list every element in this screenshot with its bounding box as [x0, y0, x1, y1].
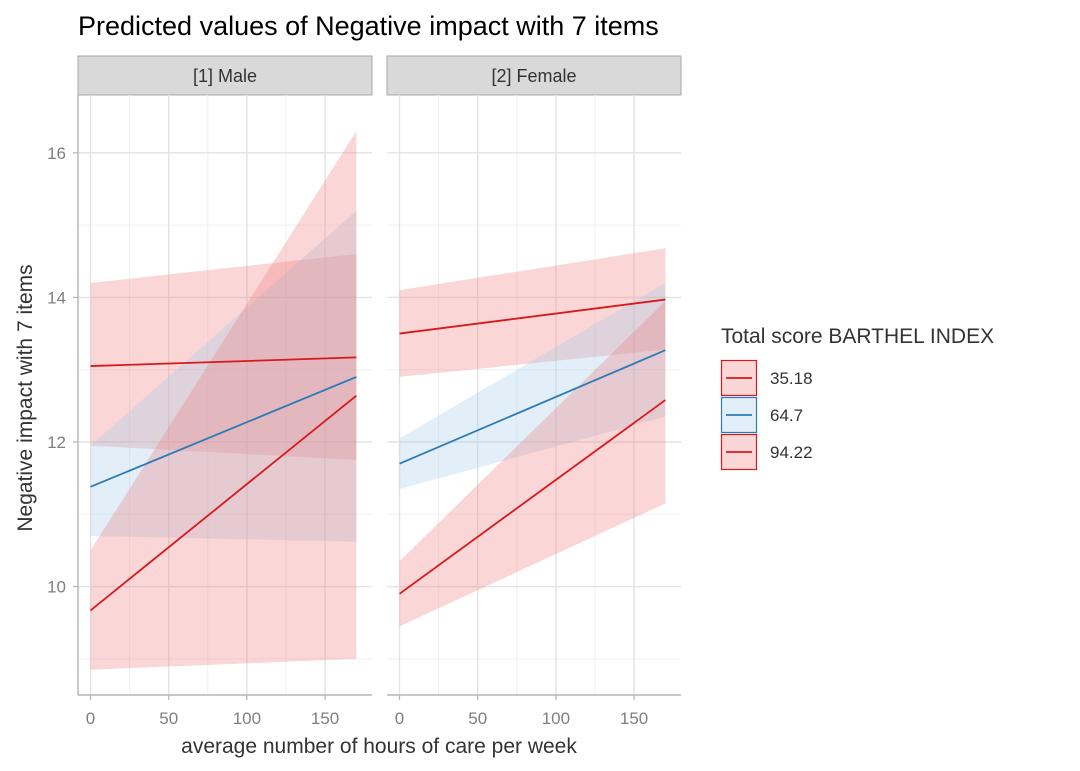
series-line-94-22	[89, 395, 357, 612]
confidence-band-35-18	[399, 248, 666, 377]
legend-item: 64.7	[720, 396, 803, 434]
panel-1: [1] Male 0 50 100 150 10 12 14 16	[47, 55, 373, 728]
y-tick-label: 14	[47, 288, 66, 307]
y-tick-label: 10	[47, 578, 66, 597]
facet-label: [1] Male	[193, 66, 257, 86]
x-tick-label: 50	[468, 709, 487, 728]
series-line-94-22	[398, 399, 666, 595]
series-line-35-18	[399, 298, 666, 335]
series-line-64-7	[90, 376, 357, 488]
legend-label: 64.7	[770, 406, 803, 425]
legend-label: 35.18	[770, 369, 813, 388]
legend-item: 94.22	[720, 433, 813, 471]
legend: 35.18 64.7 94.22	[720, 359, 813, 471]
x-tick-label: 100	[542, 709, 570, 728]
x-tick-label: 0	[395, 709, 404, 728]
confidence-band-64-7	[399, 282, 666, 489]
x-tick-label: 150	[311, 709, 339, 728]
panel-2: [2] Female 0 50 100 150	[386, 55, 682, 728]
y-tick-label: 16	[47, 144, 66, 163]
x-tick-label: 100	[233, 709, 261, 728]
chart-title: Predicted values of Negative impact with…	[78, 11, 659, 41]
x-tick-label: 50	[159, 709, 178, 728]
y-axis-title: Negative impact with 7 items	[14, 264, 37, 531]
legend-item: 35.18	[720, 359, 813, 397]
facet-strip	[386, 55, 682, 96]
confidence-band-35-18	[90, 254, 357, 461]
y-tick-label: 12	[47, 433, 66, 452]
x-tick-label: 150	[620, 709, 648, 728]
series-line-64-7	[399, 349, 666, 465]
x-axis-title: average number of hours of care per week	[181, 735, 577, 758]
panels: [1] Male 0 50 100 150 10 12 14 16 [2] Female 0 50 10…	[47, 55, 682, 728]
series-line-35-18	[90, 356, 357, 367]
x-tick-label: 0	[86, 709, 95, 728]
legend-title: Total score BARTHEL INDEX	[721, 325, 994, 348]
legend-label: 94.22	[770, 443, 813, 462]
confidence-band-94-22	[90, 131, 357, 670]
facet-label: [2] Female	[491, 66, 576, 86]
facet-strip	[77, 55, 373, 96]
